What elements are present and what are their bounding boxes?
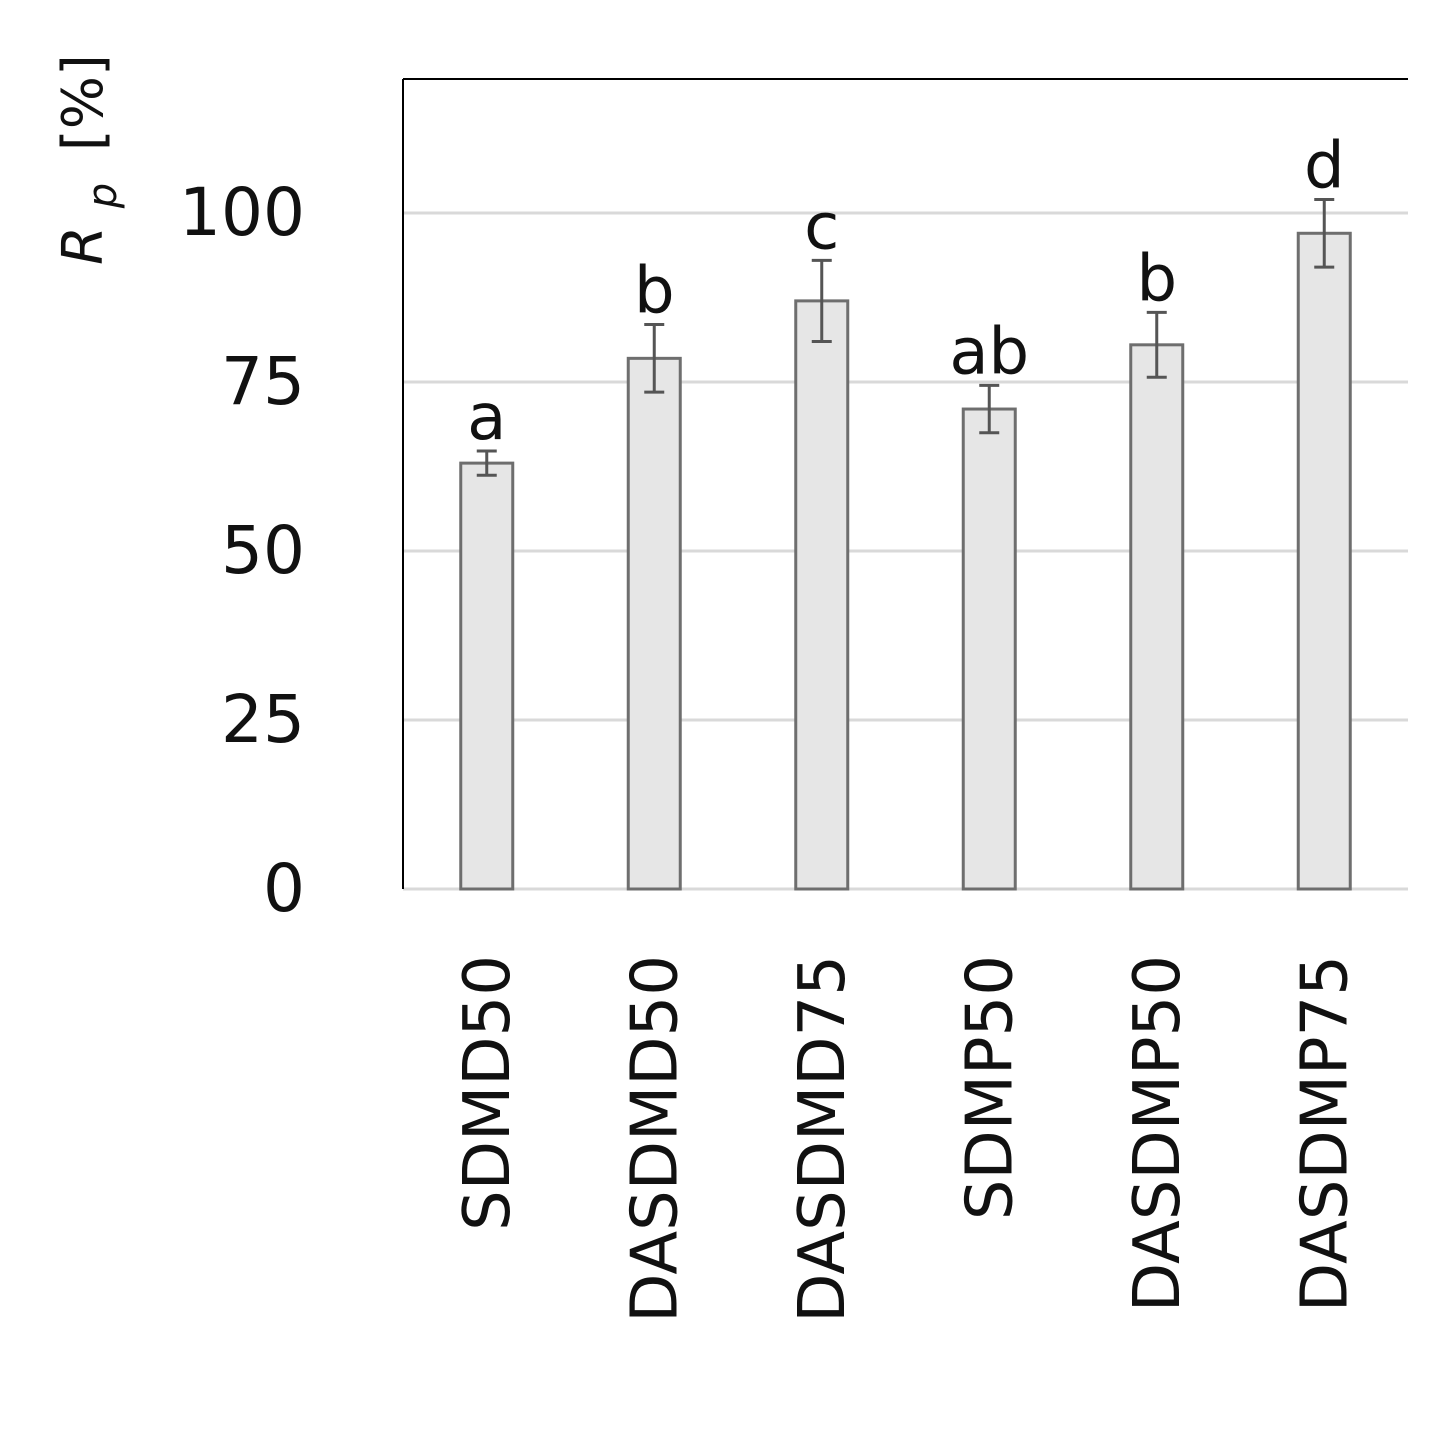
- bar: [626, 356, 682, 891]
- y-axis-label-main: R: [51, 226, 116, 265]
- x-category-label: SDMP50: [953, 955, 1027, 1220]
- significance-letter: c: [804, 190, 839, 264]
- axis-layer: [402, 78, 1408, 889]
- x-category-label: DASDMP75: [1288, 955, 1362, 1312]
- y-axis-label-subscript: p: [80, 183, 126, 209]
- bars-layer: [459, 197, 1352, 891]
- y-tick-label: 50: [221, 512, 305, 589]
- bar: [794, 299, 850, 891]
- bar: [961, 407, 1017, 891]
- bar: [1129, 343, 1185, 891]
- y-tick-label: 75: [221, 343, 305, 420]
- bar: [1296, 231, 1352, 891]
- x-category-label: DASDMP50: [1121, 955, 1195, 1312]
- grid-layer: [403, 211, 1408, 891]
- bar: [459, 461, 515, 891]
- y-tick-label: 25: [221, 681, 305, 758]
- significance-letter: a: [467, 381, 506, 455]
- x-category-label: DASDMD50: [618, 955, 692, 1323]
- y-tick-label: 100: [179, 174, 305, 251]
- significance-letter: b: [1136, 242, 1177, 316]
- y-tick-label: 0: [263, 850, 305, 927]
- significance-letter: ab: [949, 315, 1029, 389]
- y-axis-label: R p [%]: [51, 54, 130, 265]
- x-category-label: DASDMD75: [786, 955, 860, 1323]
- y-axis-label-unit: [%]: [51, 54, 116, 151]
- labels-layer: 0 25 50 75 100 a SDMD50 b DASDMD50 c DASDMD75 ab SDM…: [179, 129, 1362, 1322]
- x-category-label: SDMD50: [451, 955, 525, 1231]
- significance-letter: d: [1304, 129, 1345, 203]
- significance-letter: b: [634, 255, 675, 329]
